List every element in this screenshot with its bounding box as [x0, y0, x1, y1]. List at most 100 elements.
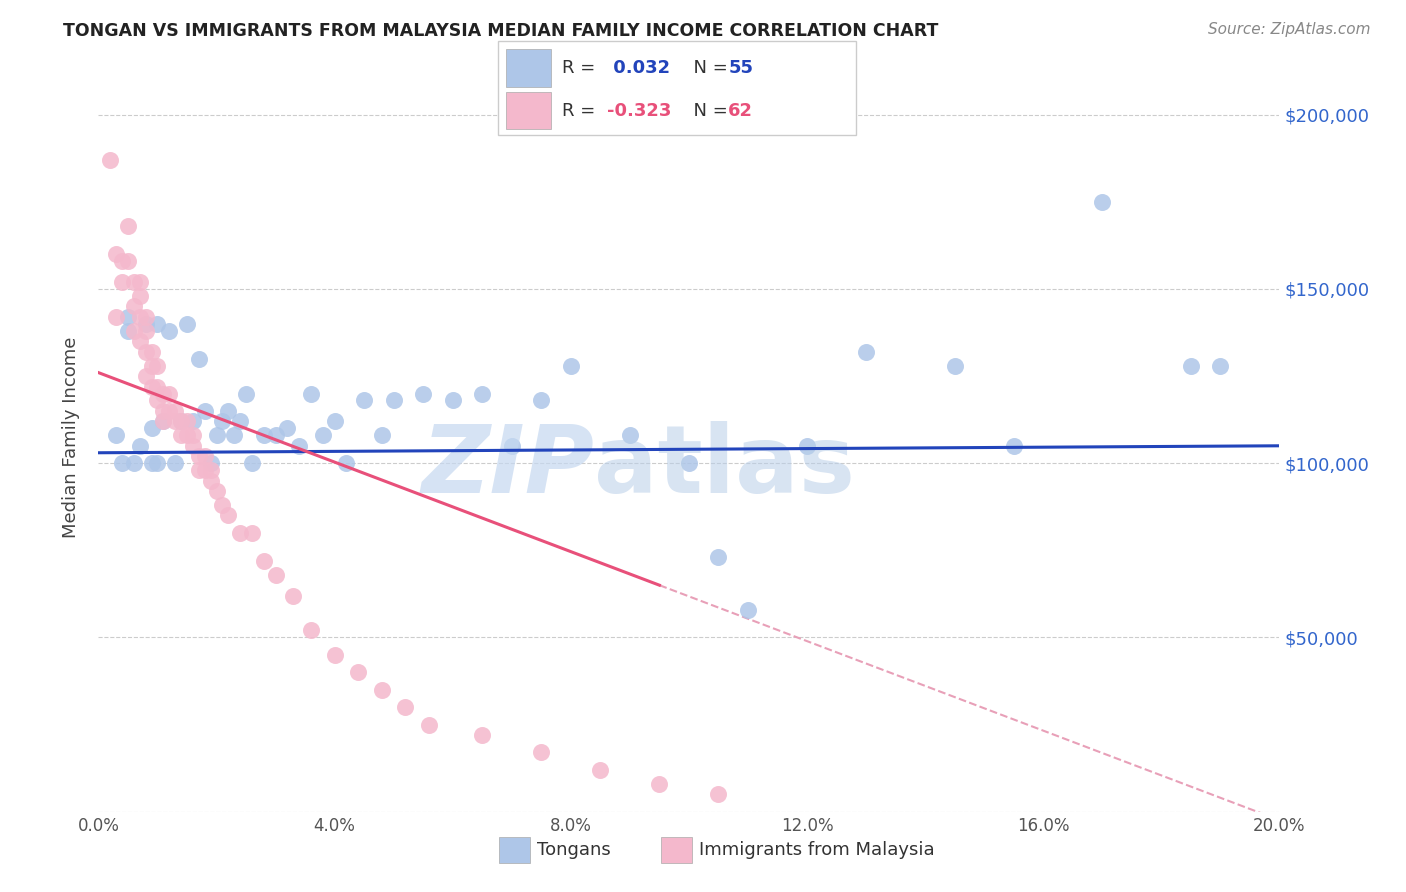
Point: [796, 439, 818, 453]
Point: [707, 787, 730, 801]
Point: [394, 700, 416, 714]
Point: [105, 247, 128, 261]
Point: [165, 404, 187, 418]
Text: R =: R =: [562, 59, 602, 77]
Point: [217, 508, 239, 523]
Point: [418, 717, 440, 731]
Point: [471, 728, 494, 742]
Point: [181, 428, 204, 442]
Point: [176, 317, 198, 331]
Point: [122, 299, 145, 313]
Point: [135, 310, 157, 324]
Point: [187, 463, 209, 477]
Point: [240, 525, 263, 540]
Point: [157, 324, 180, 338]
Text: 62: 62: [728, 102, 754, 120]
Point: [152, 404, 174, 418]
Text: Immigrants from Malaysia: Immigrants from Malaysia: [699, 841, 935, 859]
Point: [347, 665, 370, 680]
Point: [619, 428, 641, 442]
Point: [501, 439, 523, 453]
Point: [141, 344, 163, 359]
Point: [165, 414, 187, 428]
Point: [240, 456, 263, 470]
Point: [146, 393, 169, 408]
Point: [128, 275, 150, 289]
Point: [471, 386, 494, 401]
Point: [200, 463, 222, 477]
Text: TONGAN VS IMMIGRANTS FROM MALAYSIA MEDIAN FAMILY INCOME CORRELATION CHART: TONGAN VS IMMIGRANTS FROM MALAYSIA MEDIA…: [63, 22, 939, 40]
Point: [530, 746, 553, 760]
Point: [371, 682, 394, 697]
Point: [117, 219, 139, 234]
Point: [176, 428, 198, 442]
Point: [264, 428, 287, 442]
Point: [165, 456, 187, 470]
Point: [105, 310, 128, 324]
Point: [170, 414, 193, 428]
Point: [141, 379, 163, 393]
Point: [187, 351, 209, 366]
Point: [105, 428, 128, 442]
Point: [229, 414, 252, 428]
Point: [205, 428, 228, 442]
Point: [412, 386, 434, 401]
Point: [288, 439, 311, 453]
Point: [382, 393, 405, 408]
Point: [224, 428, 246, 442]
Point: [530, 393, 553, 408]
Point: [253, 428, 276, 442]
Point: [135, 369, 157, 384]
Point: [353, 393, 375, 408]
Point: [122, 324, 145, 338]
Point: [141, 456, 163, 470]
Point: [146, 379, 169, 393]
Point: [170, 414, 193, 428]
Point: [217, 404, 239, 418]
Point: [152, 414, 174, 428]
Text: ZIP: ZIP: [422, 421, 595, 513]
Point: [157, 404, 180, 418]
Point: [707, 550, 730, 565]
Point: [1002, 439, 1025, 453]
Point: [737, 602, 759, 616]
Point: [122, 275, 145, 289]
Point: [98, 153, 121, 167]
Point: [943, 359, 966, 373]
Text: 0.032: 0.032: [607, 59, 671, 77]
Point: [157, 386, 180, 401]
Point: [194, 463, 217, 477]
Point: [117, 310, 139, 324]
Point: [152, 386, 174, 401]
Point: [235, 386, 257, 401]
Point: [146, 317, 169, 331]
Point: [122, 456, 145, 470]
Point: [128, 439, 150, 453]
Point: [194, 449, 217, 463]
Point: [371, 428, 394, 442]
Text: R =: R =: [562, 102, 602, 120]
Point: [1209, 359, 1232, 373]
Point: [648, 777, 671, 791]
Point: [205, 484, 228, 499]
Text: N =: N =: [682, 59, 734, 77]
Point: [229, 525, 252, 540]
Point: [128, 334, 150, 349]
Text: N =: N =: [682, 102, 734, 120]
Point: [1091, 194, 1114, 209]
Text: -0.323: -0.323: [607, 102, 672, 120]
Point: [135, 344, 157, 359]
Point: [299, 624, 322, 638]
Point: [141, 359, 163, 373]
Point: [335, 456, 357, 470]
Point: [211, 498, 233, 512]
Point: [117, 254, 139, 268]
Point: [253, 554, 276, 568]
Point: [111, 456, 134, 470]
Point: [194, 404, 217, 418]
Point: [264, 567, 287, 582]
Point: [589, 763, 612, 777]
Point: [111, 275, 134, 289]
Point: [855, 344, 877, 359]
Point: [176, 414, 198, 428]
